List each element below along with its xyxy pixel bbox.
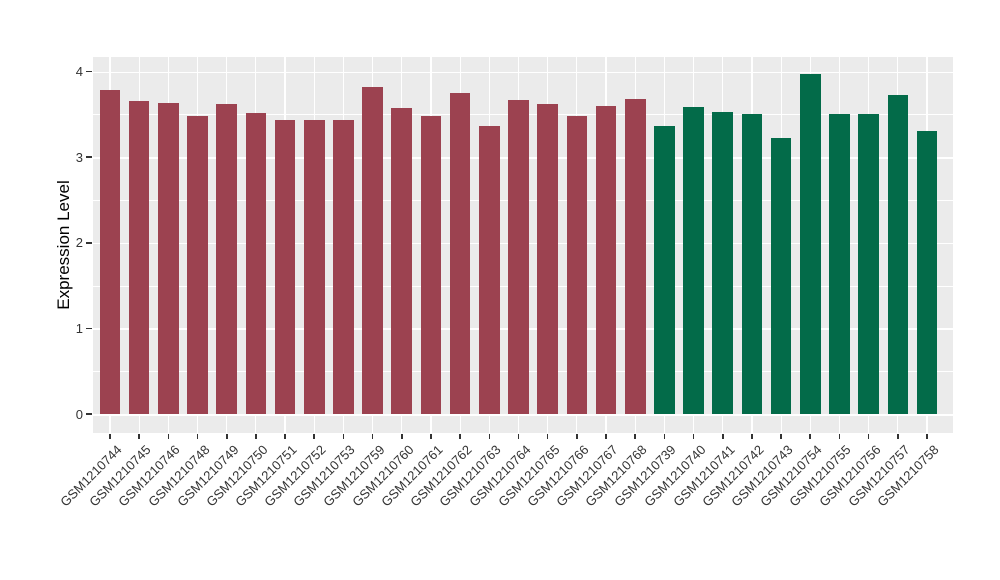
x-tick-mark	[430, 434, 432, 439]
bar-GSM1210748	[187, 116, 208, 414]
x-tick-mark	[371, 434, 374, 439]
y-tick-label-3: 3	[75, 149, 83, 165]
bar-GSM1210764	[508, 99, 529, 414]
bar-GSM1210746	[158, 103, 179, 414]
x-tick-mark	[576, 434, 578, 439]
bar-GSM1210759	[362, 87, 383, 414]
gridline-major	[93, 71, 953, 74]
plot-panel	[93, 57, 953, 433]
x-tick-mark	[721, 434, 724, 439]
x-tick-mark	[400, 434, 403, 439]
bar-GSM1210753	[333, 119, 354, 414]
bar-GSM1210754	[799, 74, 821, 414]
x-tick-mark	[897, 434, 899, 439]
gridline-major	[93, 414, 953, 416]
x-tick-mark	[225, 434, 228, 439]
y-tick-mark	[86, 70, 92, 73]
x-tick-mark	[255, 434, 257, 439]
bar-GSM1210766	[566, 116, 588, 414]
y-tick-label-2: 2	[75, 235, 83, 251]
bar-GSM1210745	[128, 100, 150, 414]
x-tick-mark	[284, 434, 286, 439]
bar-GSM1210750	[245, 112, 267, 414]
x-tick-mark	[634, 434, 636, 439]
y-tick-mark	[86, 413, 92, 415]
bar-GSM1210768	[624, 98, 646, 414]
x-tick-mark	[838, 434, 841, 439]
bar-GSM1210765	[537, 104, 558, 414]
x-tick-mark	[517, 434, 520, 439]
y-tick-mark	[86, 156, 92, 158]
bar-GSM1210744	[99, 90, 121, 414]
bar-GSM1210752	[303, 120, 325, 414]
y-tick-mark	[86, 327, 92, 330]
y-tick-mark	[86, 242, 92, 244]
bar-GSM1210743	[770, 138, 792, 414]
x-tick-mark	[809, 434, 812, 439]
bar-GSM1210761	[420, 116, 442, 414]
bar-GSM1210739	[654, 126, 675, 414]
bar-GSM1210757	[887, 94, 909, 414]
y-tick-label-0: 0	[75, 406, 83, 422]
y-tick-label-1: 1	[75, 320, 83, 336]
bar-GSM1210751	[274, 120, 296, 414]
bar-GSM1210758	[916, 130, 938, 414]
x-tick-mark	[663, 434, 666, 439]
bar-GSM1210742	[741, 114, 763, 414]
x-tick-mark	[867, 434, 870, 439]
x-tick-mark	[196, 434, 199, 439]
x-tick-mark	[546, 434, 549, 439]
bar-GSM1210763	[479, 125, 500, 414]
x-tick-mark	[342, 434, 345, 439]
bar-GSM1210756	[858, 114, 879, 414]
y-tick-label-4: 4	[75, 64, 83, 80]
bar-GSM1210762	[449, 93, 471, 414]
bar-GSM1210760	[391, 107, 413, 414]
bar-GSM1210767	[595, 105, 617, 414]
x-tick-mark	[780, 434, 782, 439]
x-tick-mark	[138, 434, 140, 439]
bar-GSM1210740	[683, 106, 704, 414]
x-tick-mark	[692, 434, 695, 439]
x-tick-mark	[109, 434, 111, 439]
x-tick-mark	[605, 434, 607, 439]
x-tick-mark	[488, 434, 491, 439]
x-tick-mark	[167, 434, 170, 439]
x-tick-mark	[313, 434, 316, 439]
bar-GSM1210741	[712, 111, 734, 414]
bar-GSM1210749	[216, 104, 237, 414]
x-tick-mark	[926, 434, 928, 439]
x-tick-mark	[459, 434, 461, 439]
x-tick-mark	[751, 434, 753, 439]
bar-GSM1210755	[829, 113, 850, 414]
